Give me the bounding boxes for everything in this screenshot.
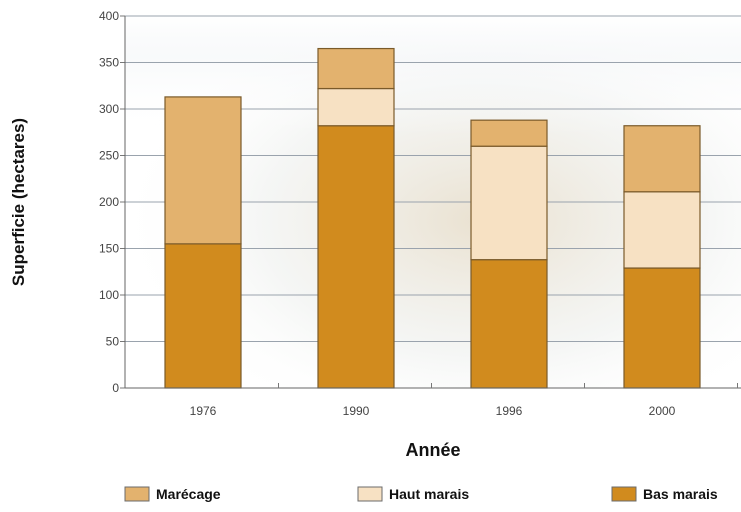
axes xyxy=(124,16,741,389)
bar-segment-mar-cage xyxy=(164,96,242,245)
bar-segment-mar-cage xyxy=(470,119,548,147)
bar-segment-mar-cage xyxy=(317,47,395,90)
y-tick-label: 400 xyxy=(99,9,119,23)
y-tick-label: 200 xyxy=(99,195,119,209)
x-tick-label: 1990 xyxy=(343,404,370,418)
y-tick-labels: 0 50 100 150 200 250 300 350 400 xyxy=(99,9,119,395)
y-tick-label: 250 xyxy=(99,149,119,163)
bar-segment-bas-marais xyxy=(317,125,395,389)
legend-swatch xyxy=(611,486,637,502)
legend-label: Bas marais xyxy=(643,486,718,502)
legend-label: Marécage xyxy=(156,486,221,502)
bar-segment-bas-marais xyxy=(623,267,701,389)
legend-swatch xyxy=(357,486,383,502)
x-tick-label: 1996 xyxy=(496,404,523,418)
y-tick-label: 350 xyxy=(99,56,119,70)
legend: Marécage Haut marais Bas marais xyxy=(124,486,718,502)
y-tick-label: 150 xyxy=(99,242,119,256)
bars xyxy=(164,47,701,389)
bar-segment-haut-marais xyxy=(317,87,395,127)
bar-segment-haut-marais xyxy=(470,145,548,261)
y-tick-label: 0 xyxy=(112,381,119,395)
bar-segment-bas-marais xyxy=(470,259,548,389)
x-axis-title: Année xyxy=(405,440,460,460)
y-tick-label: 50 xyxy=(106,335,120,349)
bar-segment-bas-marais xyxy=(164,243,242,389)
legend-swatch xyxy=(124,486,150,502)
y-axis-title: Superficie (hectares) xyxy=(9,118,28,286)
x-tick-labels: 1976 1990 1996 2000 xyxy=(190,404,676,418)
bar-segment-haut-marais xyxy=(623,191,701,269)
y-tick-label: 100 xyxy=(99,288,119,302)
legend-label: Haut marais xyxy=(389,486,469,502)
x-tick-label: 2000 xyxy=(649,404,676,418)
bar-segment-mar-cage xyxy=(623,125,701,193)
y-tick-label: 300 xyxy=(99,102,119,116)
x-tick-label: 1976 xyxy=(190,404,217,418)
